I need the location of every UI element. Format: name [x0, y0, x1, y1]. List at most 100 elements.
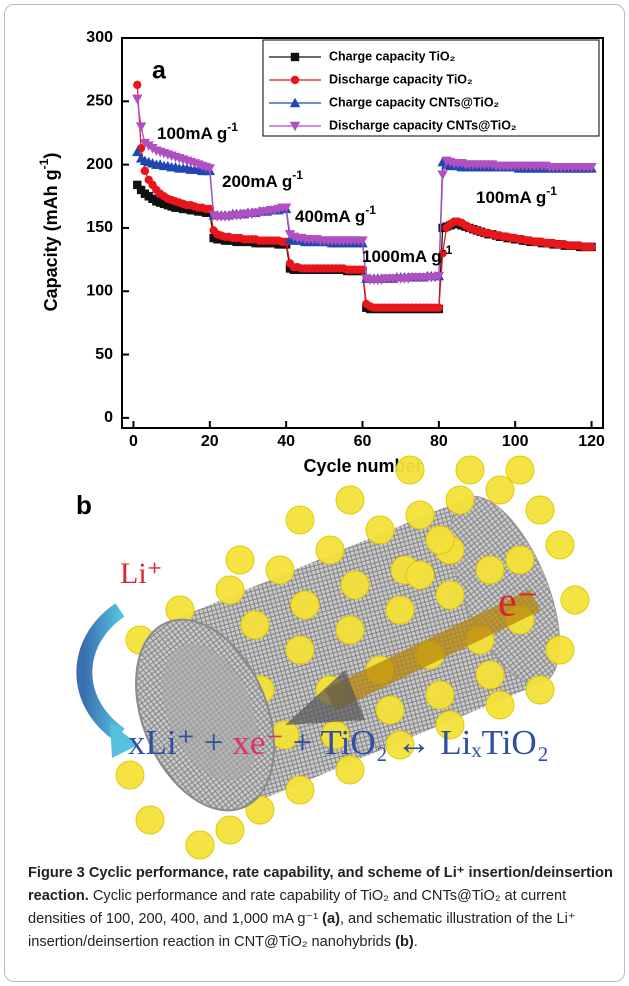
- marker: [204, 164, 216, 174]
- annotation-part: 100mA g: [157, 124, 227, 143]
- particle: [285, 635, 315, 665]
- insertion-arrow: [76, 603, 125, 742]
- ion-label: Li⁺: [120, 557, 163, 590]
- annotation-part: -1: [292, 168, 303, 182]
- y-tick-label: 100: [86, 282, 113, 299]
- figure: a Cycle number Capacity (mAh g-1) b Li⁺ …: [37, 29, 605, 860]
- particle: [545, 530, 575, 560]
- annotation-part: 100mA g: [476, 188, 546, 207]
- particle: [405, 500, 435, 530]
- marker: [433, 271, 445, 282]
- legend-marker: [289, 97, 301, 108]
- particle: [405, 560, 435, 590]
- annotation-part: 200mA g: [222, 172, 292, 191]
- particle: [455, 455, 485, 485]
- caption: Figure 3 Cyclic performance, rate capabi…: [28, 862, 613, 954]
- annotation: 100mA g-1: [476, 184, 557, 207]
- legend-label: Discharge capacity CNTs@TiO₂: [329, 118, 516, 132]
- x-tick-label: 100: [502, 433, 529, 450]
- particle: [385, 595, 415, 625]
- legend-label: Charge capacity CNTs@TiO₂: [329, 95, 499, 109]
- y-tick-label: 50: [95, 346, 113, 363]
- particle: [485, 475, 515, 505]
- particle: [525, 495, 555, 525]
- y-axis-label: Capacity (mAh g-1): [37, 153, 61, 312]
- particle: [505, 545, 535, 575]
- y-axis-label-sup: -1: [37, 158, 51, 169]
- particle: [285, 775, 315, 805]
- scheme: b Li⁺ e⁻ xLi⁺ + xe⁻ + TiO₂ ↔ LiₓTiO₂: [76, 455, 590, 860]
- legend-marker: [290, 52, 300, 62]
- y-axis-label-text: Capacity (mAh g: [41, 169, 61, 311]
- marker: [357, 236, 368, 246]
- particle: [365, 515, 395, 545]
- particle: [185, 830, 215, 860]
- particle: [240, 610, 270, 640]
- particle: [560, 585, 590, 615]
- x-tick-label: 60: [354, 433, 372, 450]
- panel-label: a: [152, 57, 167, 85]
- annotation-part: 400mA g: [295, 207, 365, 226]
- particle: [265, 555, 295, 585]
- annotation-part: -1: [442, 243, 453, 257]
- annotation-part: -1: [227, 120, 238, 134]
- particle: [285, 505, 315, 535]
- marker: [133, 80, 142, 90]
- y-tick-label: 0: [104, 409, 113, 426]
- insertion-arrow-head: [110, 722, 138, 758]
- particle: [335, 755, 365, 785]
- annotation: 400mA g-1: [295, 203, 376, 226]
- caption-text: .: [413, 934, 418, 950]
- particle: [335, 615, 365, 645]
- marker: [280, 203, 292, 213]
- x-tick-label: 0: [129, 433, 138, 450]
- particle: [395, 455, 425, 485]
- electron-label: e⁻: [498, 580, 539, 626]
- particle: [225, 545, 255, 575]
- legend-label: Discharge capacity TiO₂: [329, 72, 473, 86]
- x-axis-label: Cycle number: [303, 456, 422, 476]
- y-tick-label: 250: [86, 93, 113, 110]
- caption-text: (a): [322, 911, 340, 927]
- y-tick-label: 150: [86, 219, 113, 236]
- y-tick-label: 300: [86, 29, 113, 46]
- caption-text: , and schematic illustration of the Li⁺ …: [28, 911, 576, 950]
- marker: [205, 204, 215, 214]
- particle: [545, 635, 575, 665]
- panel-label: b: [76, 490, 92, 520]
- annotation-part: 1000mA g: [362, 247, 442, 266]
- figure-frame: [4, 4, 625, 982]
- x-tick-label: 120: [578, 433, 605, 450]
- particle: [215, 575, 245, 605]
- particle: [215, 815, 245, 845]
- particle: [335, 485, 365, 515]
- annotation: 1000mA g-1: [362, 243, 453, 266]
- marker: [438, 249, 447, 258]
- marker: [132, 94, 143, 104]
- equation: xLi⁺ + xe⁻ + TiO₂ ↔ LiₓTiO₂: [128, 723, 549, 762]
- particle: [385, 730, 415, 760]
- annotation: 200mA g-1: [222, 168, 303, 191]
- particle: [485, 690, 515, 720]
- particle: [475, 660, 505, 690]
- tube-inner: [162, 643, 258, 781]
- y-tick-label: 200: [86, 156, 113, 173]
- particle: [445, 485, 475, 515]
- particle: [290, 590, 320, 620]
- particle: [315, 535, 345, 565]
- x-tick-label: 40: [277, 433, 295, 450]
- caption-title: Figure 3 Cyclic performance, rate capabi…: [28, 865, 613, 904]
- annotation-part: -1: [365, 203, 376, 217]
- marker: [140, 166, 150, 176]
- annotation-part: -1: [546, 184, 557, 198]
- equation-part: + TiO₂ ↔ LiₓTiO₂: [284, 723, 549, 762]
- marker: [587, 242, 596, 252]
- electron-arrow-head: [285, 670, 365, 725]
- particle: [340, 570, 370, 600]
- x-tick-label: 20: [201, 433, 219, 450]
- marker: [434, 303, 444, 312]
- marker: [132, 146, 143, 157]
- particle: [425, 680, 455, 710]
- particle: [505, 455, 535, 485]
